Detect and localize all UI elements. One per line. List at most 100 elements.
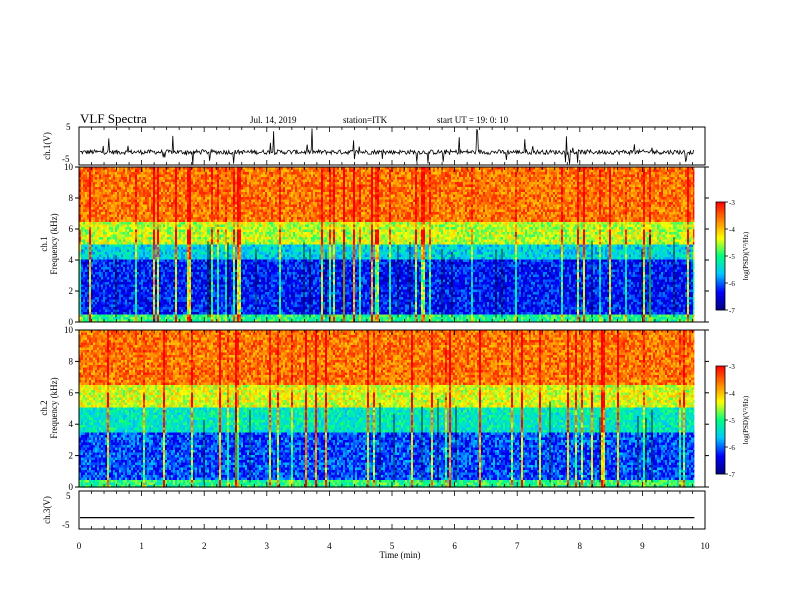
spectrogram-cell xyxy=(123,315,125,318)
spectrogram-cell xyxy=(185,267,187,270)
spectrogram-cell xyxy=(117,170,119,173)
spectrogram-cell xyxy=(127,315,129,318)
spectrogram-cell xyxy=(187,300,189,303)
spectrogram-cell xyxy=(117,182,119,185)
spectrogram-cell xyxy=(171,207,173,210)
spectrogram-cell xyxy=(199,255,201,258)
spectrogram-cell xyxy=(89,232,91,235)
spectrogram-cell xyxy=(183,180,185,183)
spectrogram-cell xyxy=(189,302,191,305)
spectrogram-cell xyxy=(197,282,199,285)
spectrogram-cell xyxy=(97,282,99,285)
spectrogram-cell xyxy=(189,287,191,290)
spectrogram-cell xyxy=(147,307,149,310)
spectrogram-cell xyxy=(85,212,87,215)
spectrogram-cell xyxy=(187,270,189,273)
spectrogram-cell xyxy=(191,260,193,263)
spectrogram-cell xyxy=(187,295,189,298)
spectrogram-cell xyxy=(191,222,193,225)
spectrogram-cell xyxy=(83,172,85,175)
spectrogram-cell xyxy=(189,242,191,245)
spectrogram-cell xyxy=(125,280,127,283)
spectrogram-cell xyxy=(183,232,185,235)
spectrogram-cell xyxy=(115,232,117,235)
spectrogram-cell xyxy=(105,197,107,200)
spectrogram-cell xyxy=(107,287,109,290)
spectrogram-cell xyxy=(171,237,173,240)
spectrogram-cell xyxy=(111,192,113,195)
spectrogram-cell xyxy=(93,210,95,213)
spectrogram-cell xyxy=(105,262,107,265)
spectrogram-cell xyxy=(93,217,95,220)
spectrogram-cell xyxy=(153,300,155,303)
spectrogram-cell xyxy=(99,205,101,208)
spectrogram-cell xyxy=(191,235,193,238)
spectrogram-cell xyxy=(83,255,85,258)
spectrogram-cell xyxy=(177,177,179,180)
spectrogram-cell xyxy=(125,295,127,298)
spectrogram-cell xyxy=(173,290,175,293)
spectrogram-cell xyxy=(95,282,97,285)
spectrogram-cell xyxy=(153,222,155,225)
spectrogram-cell xyxy=(187,275,189,278)
spectrogram-cell xyxy=(103,312,105,315)
spectrogram-cell xyxy=(125,205,127,208)
spectrogram-cell xyxy=(109,265,111,268)
spectrogram-cell xyxy=(151,300,153,303)
spectrogram-cell xyxy=(111,260,113,263)
spectrogram-cell xyxy=(139,262,141,265)
spectrogram-cell xyxy=(97,280,99,283)
spectrogram-cell xyxy=(95,295,97,298)
spectrogram-cell xyxy=(117,280,119,283)
spectrogram-cell xyxy=(141,200,143,203)
spectrogram-cell xyxy=(169,177,171,180)
spectrogram-cell xyxy=(119,310,121,313)
spectrogram-cell xyxy=(137,290,139,293)
spectrogram-cell xyxy=(175,280,177,283)
spectrogram-cell xyxy=(171,210,173,213)
spectrogram-cell xyxy=(99,317,101,320)
spectrogram-cell xyxy=(105,245,107,248)
spectrogram-cell xyxy=(155,177,157,180)
spectrogram-cell xyxy=(103,247,105,250)
spectrogram-cell xyxy=(135,210,137,213)
spectrogram-cell xyxy=(97,175,99,178)
spectrogram-cell xyxy=(107,232,109,235)
spectrogram-cell xyxy=(185,190,187,193)
spectrogram-cell xyxy=(143,300,145,303)
spectrogram-cell xyxy=(175,252,177,255)
spectrogram-cell xyxy=(193,242,195,245)
spectrogram-cell xyxy=(173,220,175,223)
spectrogram-cell xyxy=(139,197,141,200)
spectrogram-cell xyxy=(179,217,181,220)
spectrogram-cell xyxy=(161,257,163,260)
spectrogram-cell xyxy=(161,260,163,263)
spectrogram-cell xyxy=(117,287,119,290)
spectrogram-cell xyxy=(111,182,113,185)
spectrogram-cell xyxy=(135,205,137,208)
spectrogram-cell xyxy=(137,297,139,300)
spectrogram-cell xyxy=(91,272,93,275)
spectrogram-cell xyxy=(139,177,141,180)
spectrogram-cell xyxy=(89,257,91,260)
spectrogram-cell xyxy=(85,232,87,235)
spectrogram-cell xyxy=(109,262,111,265)
spectrogram-cell xyxy=(173,187,175,190)
spectrogram-cell xyxy=(173,317,175,320)
spectrogram-cell xyxy=(87,252,89,255)
spectrogram-cell xyxy=(121,237,123,240)
spectrogram-cell xyxy=(121,205,123,208)
spectrogram-cell xyxy=(101,280,103,283)
spectrogram-cell xyxy=(107,250,109,253)
spectrogram-cell xyxy=(83,200,85,203)
spectrogram-cell xyxy=(145,207,147,210)
spectrogram-cell xyxy=(195,185,197,188)
spectrogram-cell xyxy=(93,195,95,198)
spectrogram-cell xyxy=(183,227,185,230)
spectrogram-cell xyxy=(175,257,177,260)
spectrogram-cell xyxy=(113,290,115,293)
spectrogram-cell xyxy=(151,292,153,295)
spectrogram-cell xyxy=(115,247,117,250)
spectrogram-cell xyxy=(145,170,147,173)
spectrogram-cell xyxy=(187,205,189,208)
